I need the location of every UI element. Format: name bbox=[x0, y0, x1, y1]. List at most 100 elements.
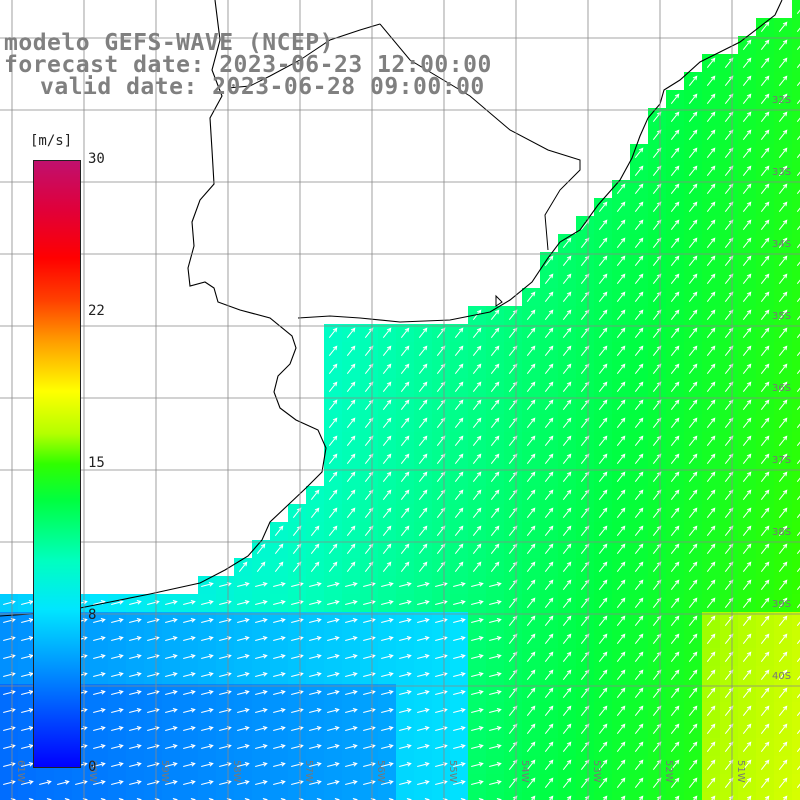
wind-arrow bbox=[616, 723, 626, 735]
wind-arrow bbox=[670, 471, 680, 483]
wind-arrow bbox=[21, 726, 34, 731]
wind-arrow bbox=[598, 291, 608, 303]
wind-arrow bbox=[382, 363, 392, 375]
wind-arrow bbox=[129, 600, 142, 605]
wind-arrow bbox=[598, 579, 608, 591]
wind-cell bbox=[792, 198, 800, 217]
wind-cell bbox=[18, 792, 37, 800]
lat-label: 38S bbox=[772, 527, 791, 538]
wind-arrow bbox=[598, 237, 608, 249]
wind-arrow bbox=[638, 795, 644, 800]
wind-arrow bbox=[237, 654, 250, 659]
wind-arrow bbox=[598, 327, 608, 339]
wind-arrow bbox=[706, 651, 716, 663]
wind-arrow bbox=[688, 597, 698, 609]
wind-arrow bbox=[688, 309, 698, 321]
wind-arrow bbox=[490, 309, 500, 321]
wind-arrow bbox=[526, 489, 536, 501]
wind-arrow bbox=[400, 507, 410, 519]
wind-arrow bbox=[688, 273, 698, 285]
wind-arrow bbox=[706, 201, 716, 213]
wind-arrow bbox=[670, 345, 680, 357]
lat-label: 39S bbox=[772, 599, 791, 610]
wind-arrow bbox=[400, 435, 410, 447]
wind-arrow bbox=[400, 363, 410, 375]
wind-cell bbox=[792, 0, 800, 19]
wind-arrow bbox=[760, 165, 770, 177]
wind-arrow bbox=[760, 579, 770, 591]
wind-arrow bbox=[742, 309, 752, 321]
wind-arrow bbox=[346, 507, 356, 519]
wind-arrow bbox=[165, 654, 178, 659]
wind-arrow bbox=[742, 417, 752, 429]
wind-arrow bbox=[796, 765, 800, 771]
wind-arrow bbox=[526, 525, 536, 537]
wind-arrow bbox=[616, 489, 626, 501]
wind-arrow bbox=[309, 708, 322, 713]
wind-arrow bbox=[454, 489, 464, 501]
wind-arrow bbox=[616, 327, 626, 339]
wind-arrow bbox=[526, 309, 536, 321]
wind-arrow bbox=[760, 615, 770, 627]
wind-arrow bbox=[544, 435, 554, 447]
wind-arrow bbox=[670, 525, 680, 537]
wind-arrow bbox=[183, 600, 196, 605]
wind-arrow bbox=[471, 762, 484, 767]
wind-arrow bbox=[598, 597, 608, 609]
wind-arrow bbox=[670, 399, 680, 411]
wind-arrow bbox=[778, 705, 788, 717]
wind-cell bbox=[792, 54, 800, 73]
wind-arrow bbox=[796, 657, 800, 663]
wind-cell bbox=[288, 792, 307, 800]
wind-arrow bbox=[328, 453, 338, 465]
wind-arrow bbox=[381, 600, 394, 605]
wind-arrow bbox=[796, 297, 800, 303]
wind-arrow bbox=[562, 291, 572, 303]
wind-arrow bbox=[548, 795, 554, 800]
wind-arrow bbox=[183, 654, 196, 659]
wind-arrow bbox=[345, 582, 358, 587]
wind-arrow bbox=[778, 21, 788, 33]
wind-arrow bbox=[634, 237, 644, 249]
wind-arrow bbox=[472, 525, 482, 537]
wind-arrow bbox=[796, 441, 800, 447]
wind-arrow bbox=[562, 525, 572, 537]
wind-arrow bbox=[692, 795, 698, 800]
wind-arrow bbox=[688, 183, 698, 195]
wind-arrow bbox=[796, 333, 800, 339]
wind-arrow bbox=[598, 219, 608, 231]
wind-arrow bbox=[274, 561, 284, 573]
wind-arrow bbox=[634, 669, 644, 681]
wind-arrow bbox=[778, 363, 788, 375]
wind-arrow bbox=[417, 618, 430, 623]
wind-arrow bbox=[796, 495, 800, 501]
wind-arrow bbox=[490, 435, 500, 447]
wind-cell bbox=[90, 792, 109, 800]
wind-arrow bbox=[706, 669, 716, 681]
wind-arrow bbox=[562, 255, 572, 267]
wind-arrow bbox=[778, 633, 788, 645]
lon-label: 51W bbox=[735, 760, 746, 783]
wind-arrow bbox=[778, 525, 788, 537]
wind-cell bbox=[792, 90, 800, 109]
wind-arrow bbox=[742, 615, 752, 627]
wind-arrow bbox=[201, 762, 214, 767]
wind-arrow bbox=[562, 327, 572, 339]
wind-arrow bbox=[742, 237, 752, 249]
wind-arrow bbox=[526, 615, 536, 627]
wind-cell bbox=[792, 18, 800, 37]
wind-arrow bbox=[544, 381, 554, 393]
wind-cell bbox=[414, 792, 433, 800]
wind-arrow bbox=[418, 543, 428, 555]
wind-arrow bbox=[670, 435, 680, 447]
wind-arrow bbox=[327, 672, 340, 677]
wind-arrow bbox=[111, 780, 124, 785]
wind-arrow bbox=[544, 669, 554, 681]
wind-arrow bbox=[418, 381, 428, 393]
wind-arrow bbox=[526, 651, 536, 663]
wind-arrow bbox=[670, 363, 680, 375]
wind-arrow bbox=[489, 636, 502, 641]
wind-arrow bbox=[706, 183, 716, 195]
wind-arrow bbox=[490, 453, 500, 465]
wind-arrow bbox=[273, 744, 286, 749]
